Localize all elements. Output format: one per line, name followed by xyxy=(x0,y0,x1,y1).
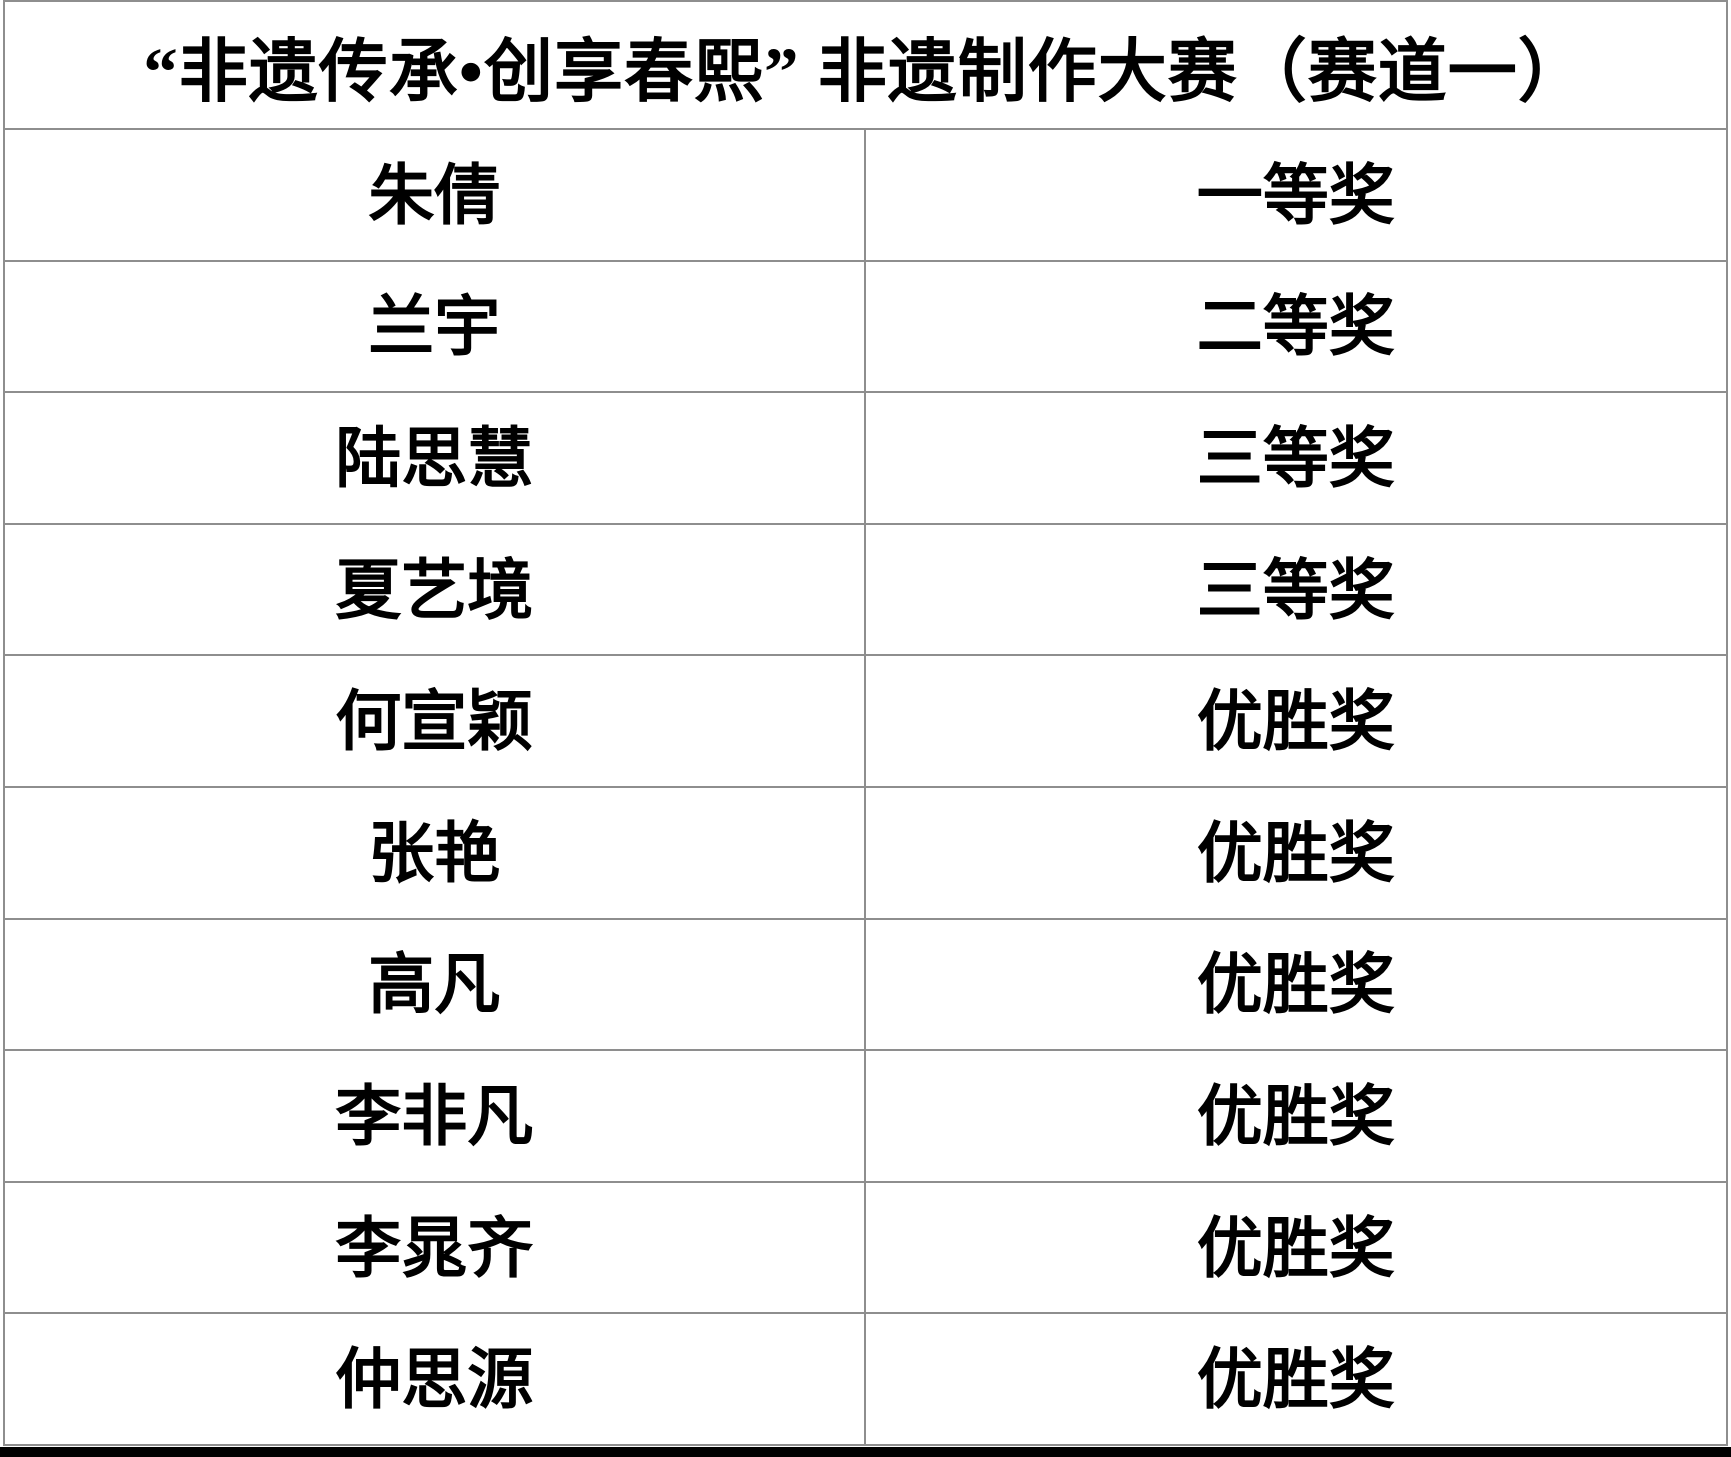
table-body: 朱倩 一等奖 兰宇 二等奖 陆思慧 三等奖 夏艺境 三等奖 何宣颖 优胜奖 张艳… xyxy=(5,130,1726,1444)
winner-name-cell: 朱倩 xyxy=(5,130,866,260)
winner-name-cell: 仲思源 xyxy=(5,1314,866,1444)
winner-name-cell: 兰宇 xyxy=(5,261,866,392)
table-row: 兰宇 二等奖 xyxy=(5,261,1726,394)
winner-name-cell: 张艳 xyxy=(5,787,866,918)
award-table: “非遗传承•创享春熙” 非遗制作大赛（赛道一） 朱倩 一等奖 兰宇 二等奖 陆思… xyxy=(3,0,1728,1446)
award-level-cell: 优胜奖 xyxy=(1196,1080,1395,1154)
award-level-cell: 三等奖 xyxy=(1196,554,1395,628)
bottom-edge-bar xyxy=(0,1447,1731,1457)
award-level-cell: 优胜奖 xyxy=(1196,949,1395,1023)
winner-name-cell: 夏艺境 xyxy=(5,524,866,655)
award-level-cell: 优胜奖 xyxy=(1196,817,1395,891)
award-level-cell: 一等奖 xyxy=(1196,159,1395,233)
winner-name-cell: 高凡 xyxy=(5,919,866,1050)
table-row: 仲思源 优胜奖 xyxy=(5,1314,1726,1444)
award-level-cell: 优胜奖 xyxy=(1196,686,1395,760)
award-level-cell: 优胜奖 xyxy=(1196,1344,1395,1418)
award-level-cell: 优胜奖 xyxy=(1196,1212,1395,1286)
award-level-cell: 二等奖 xyxy=(1196,291,1395,365)
table-row: 陆思慧 三等奖 xyxy=(5,393,1726,525)
winner-name-cell: 陆思慧 xyxy=(5,393,866,523)
table-row: 何宣颖 优胜奖 xyxy=(5,656,1726,788)
winner-name-cell: 何宣颖 xyxy=(5,656,866,786)
table-row: 张艳 优胜奖 xyxy=(5,787,1726,920)
table-row: 李非凡 优胜奖 xyxy=(5,1051,1726,1183)
table-row: 夏艺境 三等奖 xyxy=(5,524,1726,657)
award-level-cell: 三等奖 xyxy=(1196,422,1395,496)
winner-name-cell: 李晁齐 xyxy=(5,1182,866,1313)
winner-name-cell: 李非凡 xyxy=(5,1051,866,1181)
table-title: “非遗传承•创享春熙” 非遗制作大赛（赛道一） xyxy=(5,2,1726,130)
table-row: 李晁齐 优胜奖 xyxy=(5,1182,1726,1315)
table-row: 高凡 优胜奖 xyxy=(5,919,1726,1052)
table-row: 朱倩 一等奖 xyxy=(5,130,1726,262)
